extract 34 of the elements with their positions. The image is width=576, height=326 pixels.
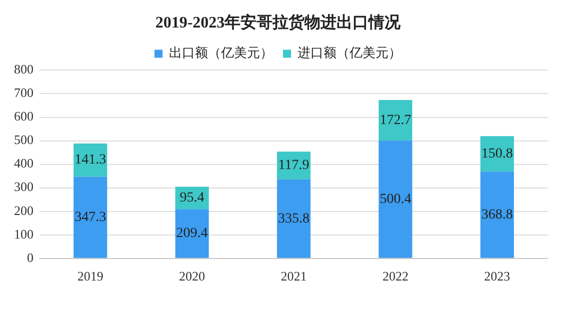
y-tick-label: 400 [14, 156, 34, 171]
y-tick-label: 200 [14, 202, 34, 218]
data-label: 209.4 [176, 226, 208, 242]
data-label: 500.4 [380, 192, 412, 207]
bar [378, 140, 412, 258]
data-label: 117.9 [278, 158, 310, 174]
bar [175, 209, 209, 258]
bar [74, 143, 108, 177]
data-label: 347.3 [74, 210, 106, 225]
legend-label: 出口额（亿美元） [169, 45, 273, 60]
x-tick-label: 2021 [280, 268, 307, 284]
x-tick-label: 2022 [382, 268, 408, 284]
x-tick-label: 2020 [179, 268, 206, 284]
data-label: 172.7 [380, 113, 412, 128]
bar [378, 100, 412, 141]
legend-label: 进口额（亿美元） [298, 45, 402, 60]
y-tick-label: 800 [14, 62, 34, 77]
x-tick-label: 2019 [77, 268, 104, 284]
chart-title: 2019-2023年安哥拉货物进出口情况 [155, 12, 402, 32]
data-label: 150.8 [481, 146, 513, 162]
y-tick-label: 300 [14, 179, 34, 194]
y-tick-label: 100 [14, 226, 34, 242]
x-tick-label: 2023 [484, 268, 510, 284]
data-label: 141.3 [74, 152, 106, 168]
bar [480, 172, 514, 258]
y-tick-label: 600 [14, 108, 34, 124]
y-tick-label: 700 [14, 85, 34, 100]
data-label: 95.4 [180, 190, 204, 206]
bar [276, 179, 311, 258]
y-tick-label: 500 [14, 132, 34, 148]
data-label: 335.8 [278, 211, 310, 226]
bar [74, 176, 108, 258]
data-label: 368.8 [481, 207, 513, 222]
y-tick-label: 0 [27, 250, 34, 265]
